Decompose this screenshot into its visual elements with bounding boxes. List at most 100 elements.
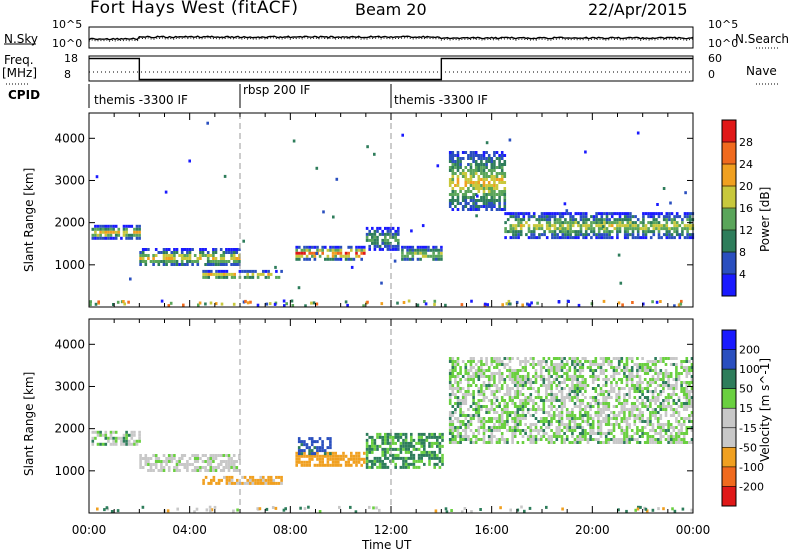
velocity-cell [638, 414, 642, 417]
velocity-cell [638, 396, 642, 399]
velocity-cell [638, 387, 642, 390]
velocity-cell [581, 378, 585, 381]
velocity-cell [365, 444, 369, 448]
velocity-cell [597, 363, 600, 366]
power-cell [467, 181, 470, 184]
power-cell [376, 244, 379, 248]
velocity-cell [451, 375, 455, 378]
velocity-cell [638, 420, 642, 423]
power-cell [378, 232, 382, 236]
power-cell [498, 196, 501, 199]
velocity-cell [568, 414, 572, 417]
velocity-cell [526, 378, 530, 381]
velocity-cell [493, 426, 496, 429]
power-cell [629, 218, 632, 222]
velocity-cell [246, 481, 249, 485]
velocity-cell [620, 381, 624, 384]
velocity-cell [371, 441, 374, 445]
velocity-cell [615, 366, 618, 369]
power-cell [243, 269, 247, 273]
power-cell [178, 254, 181, 257]
power-cell [660, 227, 663, 231]
power-cell [509, 212, 513, 216]
power-cell [332, 215, 335, 219]
velocity-cell [630, 411, 634, 414]
power-cell [688, 236, 692, 240]
power-cell [196, 260, 200, 263]
velocity-cell [461, 420, 465, 423]
velocity-cell [116, 509, 120, 513]
velocity-cell [641, 387, 644, 390]
velocity-cell [355, 460, 358, 464]
velocity-cell [138, 439, 141, 443]
power-cell [530, 301, 533, 305]
velocity-cell [625, 399, 629, 402]
power-cell [256, 275, 260, 279]
velocity-cell [227, 463, 231, 466]
velocity-cell [597, 414, 600, 417]
velocity-cell [454, 441, 457, 444]
velocity-cell [503, 411, 507, 414]
velocity-cell [493, 375, 496, 378]
velocity-cell [625, 408, 629, 411]
velocity-cell [542, 399, 546, 402]
xtick-label: 00:00 [72, 523, 107, 537]
velocity-cell [591, 426, 595, 429]
velocity-cell [534, 381, 538, 384]
power-colorbar-label: 4 [739, 268, 746, 281]
power-cell [318, 254, 322, 258]
power-cell [135, 233, 139, 237]
velocity-cell [305, 460, 309, 464]
velocity-cell [241, 475, 244, 479]
velocity-cell [586, 423, 590, 426]
velocity-cell [534, 429, 538, 432]
power-cell [125, 233, 128, 237]
velocity-cell [214, 454, 218, 457]
velocity-cell [578, 417, 582, 420]
velocity-cell [209, 466, 213, 469]
velocity-cell [545, 426, 548, 429]
velocity-cell [623, 405, 626, 408]
velocity-cell [672, 438, 676, 441]
power-cell [139, 257, 142, 260]
velocity-cell [602, 420, 605, 423]
velocity-cell [464, 372, 468, 375]
velocity-cell [110, 510, 114, 513]
power-cell [618, 227, 622, 231]
power-cell [613, 227, 617, 231]
power-cell [532, 215, 536, 219]
velocity-cell [238, 457, 241, 460]
velocity-cell [682, 396, 686, 399]
velocity-cell [397, 456, 400, 460]
velocity-cell [399, 441, 403, 445]
power-cell [188, 251, 192, 254]
velocity-cell [482, 375, 486, 378]
velocity-cell [513, 390, 517, 393]
power-cell [608, 233, 611, 237]
velocity-cell [474, 441, 478, 444]
velocity-cell [506, 438, 509, 441]
power-cell [295, 248, 298, 252]
power-cell [215, 269, 218, 273]
velocity-cell [534, 372, 538, 375]
velocity-cell [463, 507, 467, 510]
power-cell [104, 230, 108, 234]
velocity-cell [485, 387, 488, 390]
velocity-cell [636, 399, 639, 402]
velocity-cell [560, 363, 564, 366]
velocity-cell [664, 423, 668, 426]
power-cell [406, 245, 409, 249]
velocity-cell [500, 432, 504, 435]
power-cell [427, 248, 430, 252]
power-cell [665, 233, 669, 237]
power-cell [472, 160, 475, 163]
power-cell [371, 232, 374, 236]
power-cell [350, 257, 353, 261]
power-cell [569, 236, 572, 240]
power-cell [464, 181, 468, 184]
velocity-cell [399, 447, 403, 451]
power-cell [406, 257, 409, 261]
velocity-cell [303, 507, 307, 511]
velocity-cell [222, 469, 226, 472]
velocity-cell [500, 363, 504, 366]
